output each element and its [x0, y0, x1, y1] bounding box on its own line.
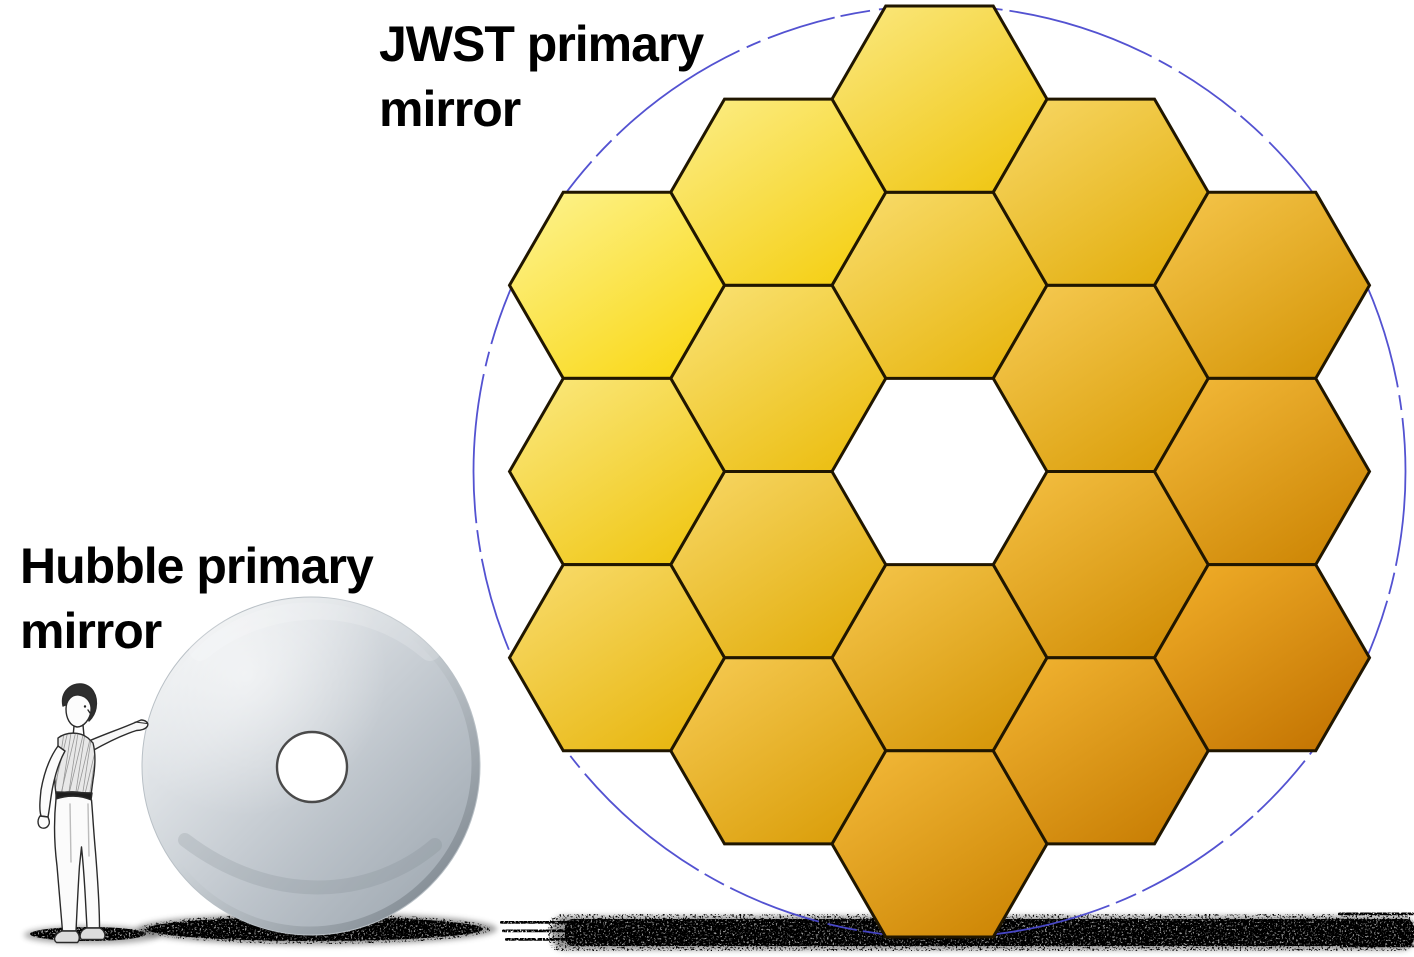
jwst-label-line1: JWST primary	[379, 16, 704, 72]
hubble-center-hole	[275, 730, 349, 804]
person-figure	[37, 683, 149, 944]
jwst-mirror	[507, 4, 1372, 939]
hubble-mirror	[141, 596, 481, 936]
jwst-segment	[507, 563, 727, 753]
jwst-label-line2: mirror	[379, 81, 521, 137]
hubble-label: Hubble primary mirror	[20, 534, 374, 664]
hubble-label-line2: mirror	[20, 603, 162, 659]
jwst-segment	[1152, 563, 1372, 753]
jwst-label: JWST primary mirror	[379, 12, 704, 142]
ground-shadows	[24, 912, 1414, 951]
hubble-label-line1: Hubble primary	[20, 538, 374, 594]
